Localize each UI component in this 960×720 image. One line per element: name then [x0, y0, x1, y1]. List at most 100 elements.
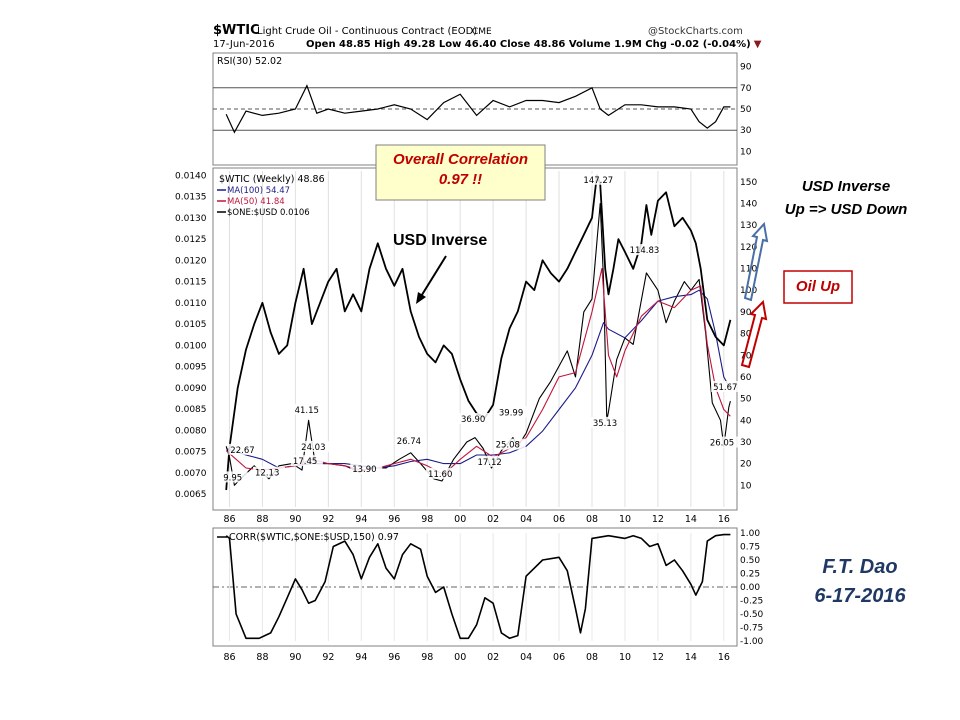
author-callout: F.T. Dao 6-17-2016 — [795, 553, 925, 611]
usd-left-tick-label: 0.0115 — [175, 278, 207, 288]
down-triangle-icon: ▼ — [753, 39, 762, 50]
usd-left-tick-label: 0.0085 — [175, 405, 207, 415]
rsi-tick-label: 50 — [740, 105, 752, 115]
corr-x-tick-label: 10 — [619, 652, 631, 663]
legend-usd: $ONE:$USD 0.0106 — [227, 208, 310, 218]
usd-inverse-arrowhead — [416, 292, 426, 304]
usd-left-tick-label: 0.0140 — [175, 171, 207, 181]
price-label: 41.15 — [295, 406, 319, 416]
corr-x-tick-label: 90 — [289, 652, 301, 663]
corr-tick-label: 0.50 — [740, 556, 760, 566]
correlation-line — [225, 533, 731, 640]
corr-x-tick-label: 92 — [322, 652, 334, 663]
price-label-bg — [426, 467, 459, 479]
price-x-tick-label: 04 — [520, 514, 532, 525]
price-label-bg — [228, 443, 261, 455]
correlation-value: 0.97 !! — [438, 171, 483, 188]
price-x-tick-label: 98 — [421, 514, 433, 525]
corr-x-tick-label: 14 — [685, 652, 697, 663]
usd-left-tick-label: 0.0105 — [175, 320, 207, 330]
price-x-tick-label: 90 — [289, 514, 301, 525]
quote-bar: Open 48.85 High 49.28 Low 46.40 Close 48… — [306, 39, 761, 50]
usd-inverse-label: USD Inverse — [393, 232, 488, 249]
oil-up-callout-box — [783, 270, 853, 304]
price-label: 9.95 — [223, 473, 242, 483]
price-x-tick-label: 96 — [388, 514, 400, 525]
price-x-tick-label: 12 — [652, 514, 664, 525]
author-date: 6-17-2016 — [814, 585, 906, 607]
corr-x-tick-label: 08 — [586, 652, 598, 663]
rsi-tick-label: 70 — [740, 84, 752, 94]
price-label: 35.13 — [593, 419, 617, 429]
price-label-bg — [253, 466, 286, 478]
corr-x-tick-label: 96 — [388, 652, 400, 663]
price-right-tick-label: 140 — [740, 200, 757, 210]
price-right-tick-label: 100 — [740, 286, 757, 296]
price-label: 22.67 — [230, 446, 254, 456]
oil-up-label: Oil Up — [795, 278, 841, 295]
corr-tick-label: 1.00 — [740, 529, 760, 539]
price-label-bg — [581, 173, 620, 185]
price-label-bg — [707, 436, 740, 448]
price-right-tick-label: 90 — [740, 308, 752, 318]
corr-x-tick-label: 00 — [454, 652, 466, 663]
stockcharts-watermark: @StockCharts.com — [648, 26, 743, 37]
corr-x-tick-label: 04 — [520, 652, 532, 663]
price-right-tick-label: 70 — [740, 351, 752, 361]
corr-tick-label: -1.00 — [740, 637, 764, 647]
price-x-tick-label: 00 — [454, 514, 466, 525]
price-x-tick-label: 88 — [256, 514, 268, 525]
corr-x-tick-label: 02 — [487, 652, 499, 663]
correlation-callout: Overall Correlation 0.97 !! — [376, 150, 545, 190]
red-up-arrow-icon — [740, 299, 768, 369]
corr-tick-label: 0.00 — [740, 583, 760, 593]
price-right-tick-label: 10 — [740, 481, 752, 491]
author-name: F.T. Dao — [822, 556, 898, 578]
correlation-title: Overall Correlation — [392, 151, 529, 168]
corr-tick-label: -0.75 — [740, 624, 763, 634]
price-x-tick-label: 06 — [553, 514, 565, 525]
usd-left-tick-label: 0.0100 — [175, 341, 207, 351]
price-label: 17.12 — [477, 458, 501, 468]
legend-ma50: MA(50) 41.84 — [227, 197, 285, 207]
usd-left-tick-label: 0.0120 — [175, 256, 207, 266]
price-label: 11.60 — [428, 470, 452, 480]
price-label: 147.27 — [583, 176, 613, 186]
price-label: 51.67 — [713, 383, 737, 393]
price-label-bg — [292, 403, 325, 415]
corr-x-tick-label: 06 — [553, 652, 565, 663]
price-label-bg — [459, 413, 491, 425]
usd-left-tick-label: 0.0075 — [175, 448, 207, 458]
price-right-tick-label: 80 — [740, 330, 752, 340]
rsi-tick-label: 90 — [740, 63, 752, 73]
price-label-bg — [475, 455, 508, 467]
usd-left-tick-label: 0.0135 — [175, 193, 207, 203]
usd-left-tick-label: 0.0110 — [175, 299, 207, 309]
price-label-bg — [711, 380, 744, 392]
price-label: 13.90 — [352, 465, 376, 475]
chart-description: Light Crude Oil - Continuous Contract (E… — [257, 26, 478, 37]
price-right-tick-label: 50 — [740, 395, 752, 405]
usd-inverse-right-subtitle: Up => USD Down — [784, 201, 908, 218]
price-label: 26.05 — [710, 439, 734, 449]
price-x-tick-label: 02 — [487, 514, 499, 525]
corr-tick-label: 0.25 — [740, 570, 760, 580]
corr-tick-label: -0.25 — [740, 597, 763, 607]
usd-inverse-right-title: USD Inverse — [801, 178, 891, 195]
usd-left-tick-label: 0.0125 — [175, 235, 207, 245]
price-right-tick-label: 40 — [740, 416, 752, 426]
corr-x-tick-label: 16 — [718, 652, 730, 663]
usd-left-tick-label: 0.0080 — [175, 426, 207, 436]
corr-tick-label: 0.75 — [740, 543, 760, 553]
blue-up-arrow-icon — [743, 221, 769, 302]
price-label: 25.08 — [496, 441, 520, 451]
rsi-tick-label: 10 — [740, 147, 752, 157]
correlation-legend: CORR($WTIC,$ONE:$USD,150) 0.97 — [229, 532, 399, 543]
price-x-tick-label: 92 — [322, 514, 334, 525]
price-label: 12.13 — [255, 469, 279, 479]
price-label: 39.99 — [499, 408, 523, 418]
price-label-bg — [590, 416, 623, 428]
price-right-tick-label: 150 — [740, 178, 757, 188]
price-x-tick-label: 16 — [718, 514, 730, 525]
